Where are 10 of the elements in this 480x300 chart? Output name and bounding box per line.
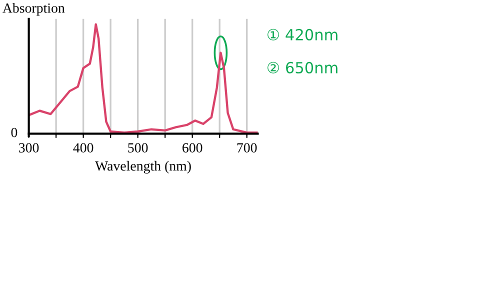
x-tick-label: 700 [237, 143, 257, 153]
y-axis-title: Absorption [2, 3, 65, 16]
x-tick-label: 500 [128, 143, 148, 153]
text: ② 650nm [268, 62, 338, 74]
x-axis-title: Wavelength (nm) [95, 160, 191, 174]
text: 0 [11, 128, 18, 138]
x-tick-label: 300 [19, 143, 39, 153]
text: ① 420nm [268, 28, 338, 40]
x-tick-label: 600 [182, 143, 202, 153]
x-tick-label: 400 [73, 143, 94, 153]
